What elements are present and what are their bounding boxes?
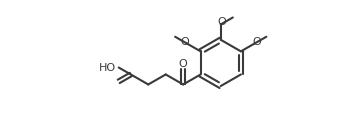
Text: O: O [181,37,189,47]
Text: O: O [217,17,226,27]
Text: O: O [179,59,188,69]
Text: O: O [252,37,261,47]
Text: HO: HO [99,63,116,72]
